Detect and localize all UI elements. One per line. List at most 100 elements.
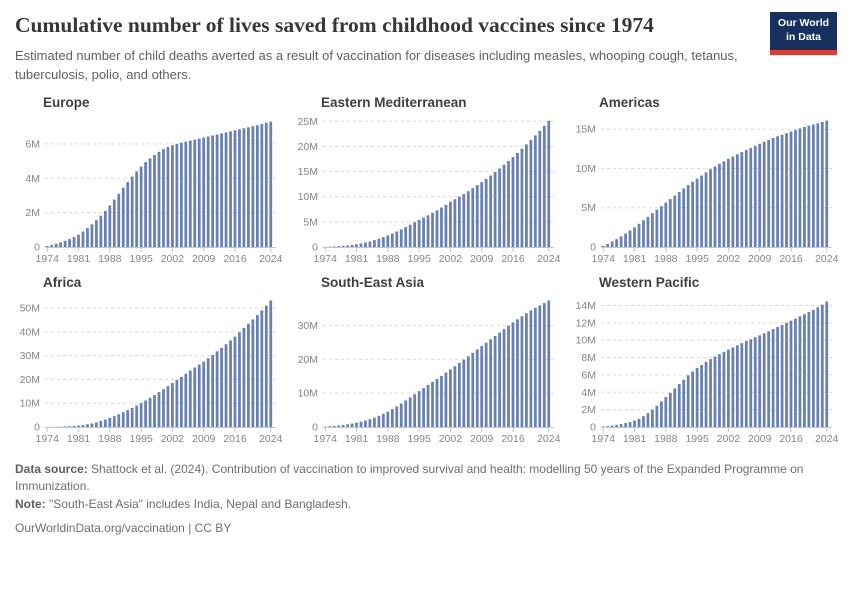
bar[interactable]	[624, 233, 627, 247]
bar[interactable]	[162, 389, 165, 427]
bar[interactable]	[399, 403, 403, 427]
bar[interactable]	[247, 127, 250, 247]
bar[interactable]	[466, 191, 470, 247]
bar[interactable]	[413, 394, 417, 427]
bar[interactable]	[606, 243, 610, 247]
bar[interactable]	[610, 241, 614, 247]
bar[interactable]	[673, 195, 677, 247]
bar[interactable]	[718, 353, 721, 427]
bar[interactable]	[529, 310, 533, 427]
bar[interactable]	[511, 156, 515, 247]
bar[interactable]	[381, 413, 385, 427]
bar[interactable]	[77, 425, 80, 427]
bar[interactable]	[422, 387, 425, 427]
bar[interactable]	[466, 356, 470, 427]
bar[interactable]	[188, 140, 192, 247]
bar[interactable]	[637, 418, 641, 427]
bar[interactable]	[179, 376, 183, 427]
bar[interactable]	[269, 121, 273, 247]
bar[interactable]	[525, 144, 528, 247]
bar[interactable]	[538, 305, 542, 427]
bar[interactable]	[776, 136, 779, 247]
bar[interactable]	[516, 152, 519, 247]
bar[interactable]	[247, 323, 250, 427]
bar[interactable]	[682, 188, 686, 247]
bar[interactable]	[686, 184, 690, 247]
bar[interactable]	[399, 229, 403, 247]
bar[interactable]	[655, 209, 659, 247]
bar[interactable]	[86, 227, 89, 247]
bar[interactable]	[54, 243, 58, 247]
bar[interactable]	[328, 426, 332, 427]
bar[interactable]	[144, 161, 147, 247]
bar[interactable]	[99, 420, 103, 427]
bar[interactable]	[762, 141, 766, 247]
bar[interactable]	[408, 397, 412, 427]
bar[interactable]	[507, 160, 510, 247]
bar[interactable]	[529, 139, 533, 247]
bar[interactable]	[785, 132, 788, 247]
bar[interactable]	[215, 351, 219, 427]
bar[interactable]	[642, 220, 645, 247]
bar[interactable]	[81, 231, 85, 247]
bar[interactable]	[780, 324, 784, 427]
bar[interactable]	[337, 425, 341, 427]
bar[interactable]	[533, 135, 537, 247]
bar[interactable]	[224, 132, 228, 247]
bar[interactable]	[166, 385, 170, 427]
bar[interactable]	[77, 234, 80, 247]
bar[interactable]	[444, 372, 448, 427]
bar[interactable]	[606, 425, 610, 427]
bar[interactable]	[655, 405, 659, 427]
bar[interactable]	[90, 423, 94, 427]
bar[interactable]	[507, 325, 510, 427]
bar[interactable]	[130, 176, 134, 247]
bar[interactable]	[668, 392, 672, 427]
bar[interactable]	[179, 142, 183, 247]
bar[interactable]	[471, 352, 475, 427]
bar[interactable]	[68, 238, 71, 247]
bar[interactable]	[713, 356, 717, 427]
bar[interactable]	[794, 318, 797, 427]
bar[interactable]	[417, 219, 421, 247]
bar[interactable]	[480, 181, 484, 247]
bar[interactable]	[193, 367, 197, 427]
bar[interactable]	[135, 405, 139, 427]
bar[interactable]	[798, 316, 802, 427]
bar[interactable]	[628, 421, 632, 427]
bar[interactable]	[148, 397, 152, 427]
bar[interactable]	[659, 206, 663, 247]
bar[interactable]	[108, 205, 112, 247]
bar[interactable]	[175, 143, 179, 247]
bar[interactable]	[547, 120, 551, 247]
bar[interactable]	[238, 332, 241, 427]
bar[interactable]	[72, 425, 76, 427]
bar[interactable]	[229, 131, 232, 247]
bar[interactable]	[431, 212, 434, 247]
bar[interactable]	[341, 424, 345, 427]
bar[interactable]	[449, 369, 452, 427]
bar[interactable]	[260, 123, 264, 247]
bar[interactable]	[502, 164, 506, 247]
bar[interactable]	[525, 313, 528, 427]
bar[interactable]	[59, 242, 63, 247]
bar[interactable]	[533, 307, 537, 427]
bar[interactable]	[749, 147, 753, 247]
bar[interactable]	[444, 204, 448, 247]
bar[interactable]	[99, 215, 103, 247]
bar[interactable]	[601, 245, 605, 247]
bar[interactable]	[188, 370, 192, 427]
bar[interactable]	[807, 311, 811, 427]
bar[interactable]	[108, 417, 112, 427]
bar[interactable]	[489, 175, 493, 247]
bar[interactable]	[619, 236, 623, 247]
bar[interactable]	[695, 178, 699, 247]
bar[interactable]	[767, 331, 771, 427]
bar[interactable]	[355, 244, 358, 247]
bar[interactable]	[615, 424, 619, 427]
bar[interactable]	[493, 335, 497, 427]
bar[interactable]	[121, 187, 125, 247]
bar[interactable]	[695, 367, 699, 427]
bar[interactable]	[377, 415, 381, 427]
bar[interactable]	[233, 336, 237, 427]
